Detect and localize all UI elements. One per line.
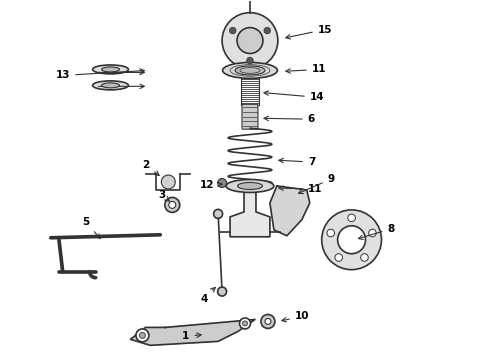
Circle shape [237, 28, 263, 54]
Ellipse shape [226, 180, 274, 193]
Polygon shape [230, 186, 270, 237]
Text: 11: 11 [286, 64, 326, 75]
Ellipse shape [101, 83, 120, 88]
Text: 1: 1 [182, 332, 201, 341]
Text: 15: 15 [286, 24, 332, 39]
Circle shape [214, 210, 222, 219]
Circle shape [348, 214, 355, 222]
Polygon shape [130, 319, 255, 345]
Text: 6: 6 [264, 114, 315, 124]
Ellipse shape [101, 67, 120, 72]
Text: 12: 12 [200, 180, 222, 190]
Circle shape [327, 229, 335, 237]
Text: 3: 3 [158, 190, 170, 201]
Circle shape [136, 329, 149, 342]
Circle shape [169, 201, 176, 208]
Circle shape [261, 315, 275, 328]
Ellipse shape [238, 183, 263, 189]
Circle shape [368, 229, 376, 237]
Ellipse shape [93, 81, 128, 90]
Text: 11: 11 [279, 184, 322, 194]
Circle shape [222, 13, 278, 68]
Circle shape [229, 27, 236, 34]
Circle shape [322, 210, 382, 270]
Text: 8: 8 [358, 224, 395, 239]
Text: 14: 14 [264, 91, 324, 102]
Text: 4: 4 [200, 287, 215, 303]
FancyBboxPatch shape [242, 104, 258, 129]
Circle shape [165, 197, 180, 212]
Circle shape [218, 179, 226, 188]
Circle shape [140, 332, 146, 338]
Circle shape [243, 321, 247, 326]
Circle shape [361, 254, 368, 261]
Text: 7: 7 [279, 157, 315, 167]
Circle shape [246, 57, 253, 64]
Ellipse shape [93, 65, 128, 74]
Text: 2: 2 [143, 160, 159, 176]
Circle shape [335, 254, 343, 261]
Text: 13: 13 [56, 69, 145, 80]
Text: 9: 9 [298, 174, 335, 194]
Circle shape [338, 226, 366, 254]
Circle shape [240, 318, 250, 329]
Ellipse shape [235, 66, 265, 75]
Circle shape [218, 287, 226, 296]
Circle shape [265, 319, 271, 324]
Ellipse shape [222, 62, 277, 78]
Circle shape [161, 175, 175, 189]
Text: 5: 5 [83, 217, 100, 239]
Text: 10: 10 [282, 311, 309, 322]
Circle shape [264, 27, 270, 34]
Polygon shape [270, 186, 310, 236]
